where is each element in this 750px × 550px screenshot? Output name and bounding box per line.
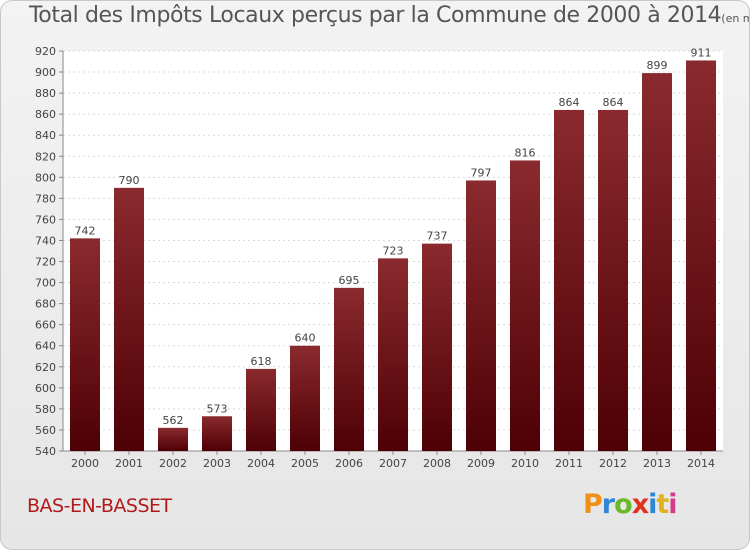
x-tick-label: 2003	[203, 457, 231, 470]
data-label: 864	[559, 96, 580, 109]
bar	[158, 427, 188, 451]
y-tick-label: 540	[35, 445, 56, 458]
y-tick-label: 840	[35, 129, 56, 142]
chart-title-main: Total des Impôts Locaux perçus par la Co…	[29, 3, 722, 28]
bar	[554, 109, 584, 452]
y-tick-label: 880	[35, 87, 56, 100]
x-tick-label: 2012	[599, 457, 627, 470]
data-label: 562	[163, 414, 184, 427]
y-tick-label: 860	[35, 108, 56, 121]
data-label: 723	[383, 244, 404, 257]
y-tick-label: 920	[35, 45, 56, 58]
data-label: 640	[295, 332, 316, 345]
bar	[114, 187, 144, 451]
y-tick-label: 640	[35, 340, 56, 353]
bar	[246, 368, 276, 451]
data-label: 737	[427, 230, 448, 243]
bar	[598, 109, 628, 452]
bar	[510, 160, 540, 451]
x-tick-label: 2007	[379, 457, 407, 470]
y-tick-label: 600	[35, 382, 56, 395]
bar	[334, 287, 364, 451]
bar	[378, 258, 408, 451]
y-tick-label: 780	[35, 192, 56, 205]
data-label: 618	[251, 355, 272, 368]
x-tick-label: 2013	[643, 457, 671, 470]
logo-letter: x	[631, 489, 649, 520]
y-tick-label: 720	[35, 256, 56, 269]
x-tick-labels: 2000 2001 2002 2003 2004 2005 2006 2007 2008 2009…	[71, 457, 715, 470]
bar	[642, 73, 672, 452]
logo-letter: i	[668, 489, 677, 520]
x-tick-label: 2008	[423, 457, 451, 470]
y-tick-label: 580	[35, 403, 56, 416]
data-label: 899	[647, 59, 668, 72]
bar	[466, 180, 496, 451]
x-tick-label: 2002	[159, 457, 187, 470]
bars	[70, 60, 716, 452]
logo-letter: t	[656, 489, 669, 520]
y-tick-label: 560	[35, 424, 56, 437]
logo-letter: P	[583, 489, 603, 520]
bar	[686, 60, 716, 451]
bar	[290, 345, 320, 451]
y-tick-label: 700	[35, 277, 56, 290]
y-tick-label: 660	[35, 319, 56, 332]
x-tick-label: 2005	[291, 457, 319, 470]
x-tick-label: 2001	[115, 457, 143, 470]
x-tick-label: 2011	[555, 457, 583, 470]
y-tick-label: 820	[35, 150, 56, 163]
proxiti-logo: Proxiti	[583, 489, 678, 520]
x-tick-label: 2009	[467, 457, 495, 470]
chart-title-unit: (en milliers d'€)	[721, 12, 749, 25]
y-tick-label: 800	[35, 171, 56, 184]
x-tick-label: 2000	[71, 457, 99, 470]
x-tick-label: 2010	[511, 457, 539, 470]
y-tick-label: 760	[35, 213, 56, 226]
y-tick-label: 740	[35, 234, 56, 247]
bar	[422, 243, 452, 451]
x-tick-label: 2006	[335, 457, 363, 470]
data-label: 695	[339, 274, 360, 287]
data-label: 911	[691, 46, 712, 59]
data-label: 816	[515, 146, 536, 159]
data-label: 797	[471, 166, 492, 179]
data-label: 742	[75, 224, 96, 237]
bar	[70, 238, 100, 451]
logo-letter: i	[648, 489, 657, 520]
y-tick-label: 900	[35, 66, 56, 79]
chart-title: Total des Impôts Locaux perçus par la Co…	[29, 3, 749, 28]
x-tick-label: 2014	[687, 457, 715, 470]
data-label: 790	[119, 174, 140, 187]
commune-name: BAS-EN-BASSET	[27, 495, 172, 517]
data-label: 573	[207, 402, 228, 415]
logo-letter: o	[614, 489, 633, 520]
logo-letter: r	[601, 489, 615, 520]
y-tick-label: 680	[35, 298, 56, 311]
y-tick-labels: 540 560 580 600 620 640 660 680 700 720 740 760 780 8…	[35, 45, 56, 458]
bar	[202, 416, 232, 451]
x-tick-label: 2004	[247, 457, 275, 470]
data-label: 864	[603, 96, 624, 109]
data-labels: 742 790 562 573 618 640 695 723 737 797 816 864 864 8…	[75, 46, 712, 426]
y-tick-label: 620	[35, 361, 56, 374]
